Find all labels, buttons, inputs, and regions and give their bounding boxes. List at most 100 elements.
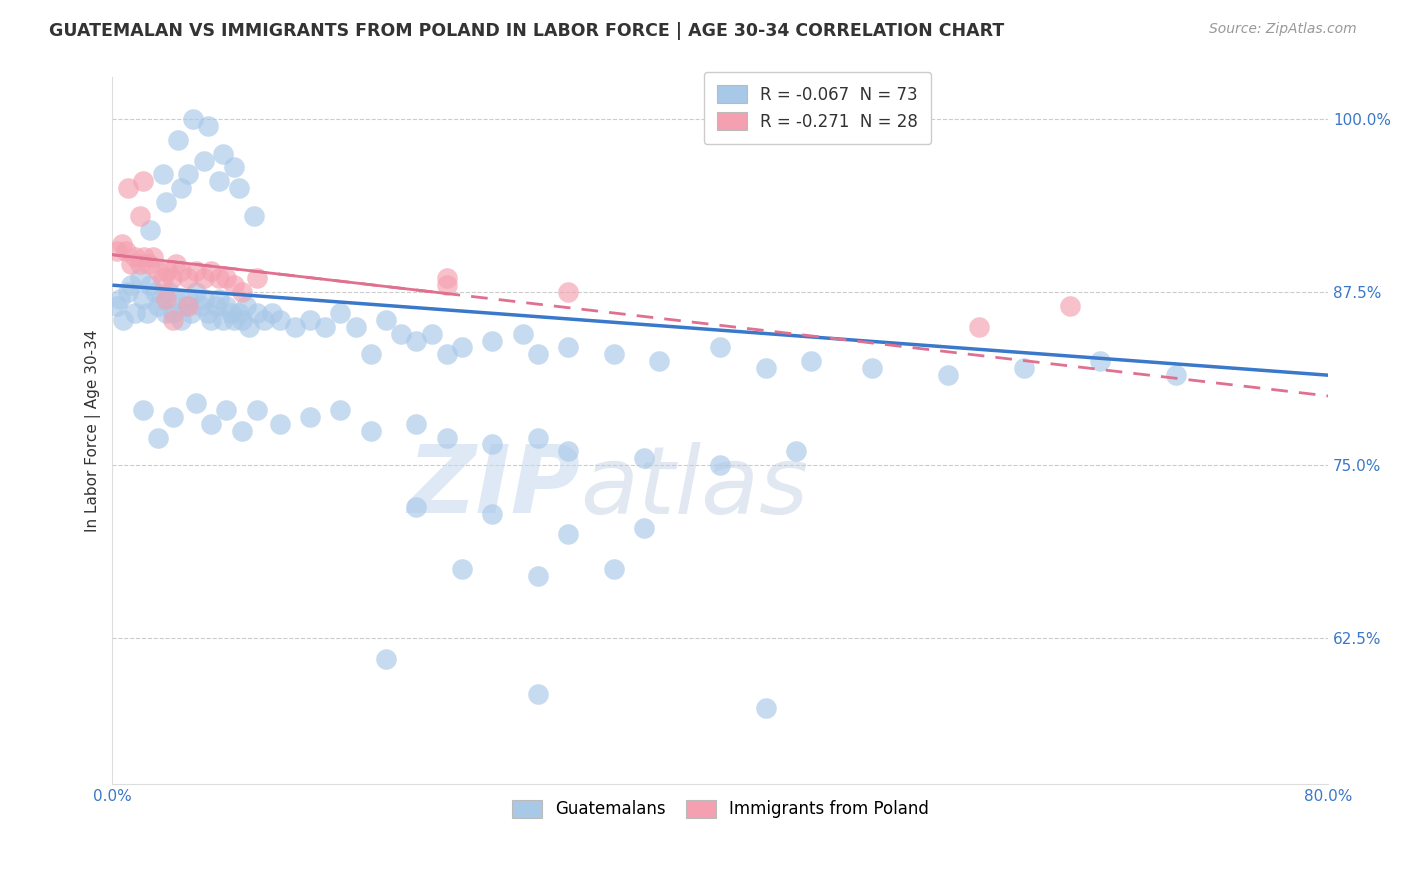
Point (193, 153, 215, 168)
Point (222, 161, 245, 175)
Point (329, 402, 352, 417)
Point (709, 458, 731, 473)
Point (155, 306, 177, 320)
Point (755, 361, 778, 376)
Point (212, 313, 235, 327)
Point (190, 299, 212, 313)
Point (105, 299, 128, 313)
Point (152, 167, 174, 181)
Point (800, 354, 823, 368)
Point (298, 313, 321, 327)
Point (117, 285, 139, 299)
Point (204, 299, 226, 313)
Point (436, 430, 458, 444)
Point (128, 209, 150, 223)
Point (162, 313, 184, 327)
Point (215, 299, 238, 313)
Point (603, 347, 626, 361)
Point (124, 306, 146, 320)
Point (222, 313, 245, 327)
Point (360, 424, 382, 438)
Point (860, 361, 883, 376)
Point (142, 251, 165, 265)
Point (139, 278, 162, 293)
Text: Source: ZipAtlas.com: Source: ZipAtlas.com (1209, 22, 1357, 37)
Point (115, 244, 138, 258)
Point (405, 417, 427, 431)
Point (785, 444, 807, 458)
Point (184, 396, 207, 410)
Point (110, 236, 132, 251)
Point (146, 264, 169, 278)
Point (648, 354, 671, 368)
Point (165, 292, 187, 306)
Point (200, 264, 222, 278)
Point (108, 292, 131, 306)
Point (174, 299, 197, 313)
Point (132, 402, 155, 417)
Point (527, 430, 550, 444)
Point (481, 507, 503, 521)
Point (527, 687, 550, 701)
Point (375, 652, 398, 666)
Point (557, 285, 579, 299)
Point (155, 195, 177, 210)
Point (162, 306, 184, 320)
Text: GUATEMALAN VS IMMIGRANTS FROM POLAND IN LABOR FORCE | AGE 30-34 CORRELATION CHAR: GUATEMALAN VS IMMIGRANTS FROM POLAND IN … (49, 22, 1004, 40)
Point (155, 292, 177, 306)
Point (246, 271, 269, 285)
Point (170, 313, 193, 327)
Point (112, 313, 135, 327)
Point (557, 444, 579, 458)
Point (527, 347, 550, 361)
Point (260, 306, 283, 320)
Point (180, 306, 202, 320)
Point (436, 271, 458, 285)
Point (246, 306, 269, 320)
Point (200, 313, 222, 327)
Point (709, 341, 731, 355)
Point (242, 209, 264, 223)
Point (120, 278, 142, 293)
Point (117, 181, 139, 195)
Point (222, 278, 245, 293)
Point (143, 285, 166, 299)
Point (527, 569, 550, 583)
Point (284, 319, 307, 334)
Point (235, 299, 257, 313)
Point (156, 264, 179, 278)
Point (420, 326, 443, 341)
Point (269, 417, 291, 431)
Point (208, 174, 231, 188)
Point (215, 271, 238, 285)
Point (197, 119, 219, 133)
Point (405, 334, 427, 348)
Point (193, 271, 215, 285)
Point (344, 319, 367, 334)
Point (136, 306, 159, 320)
Point (128, 271, 150, 285)
Point (152, 271, 174, 285)
Point (124, 251, 146, 265)
Point (197, 306, 219, 320)
Point (170, 181, 193, 195)
Point (1088, 354, 1111, 368)
Point (184, 285, 207, 299)
Point (128, 257, 150, 271)
Point (269, 313, 291, 327)
Point (177, 271, 200, 285)
Point (231, 285, 253, 299)
Point (177, 167, 200, 181)
Point (405, 500, 427, 514)
Point (1166, 368, 1188, 383)
Legend: Guatemalans, Immigrants from Poland: Guatemalans, Immigrants from Poland (505, 793, 935, 825)
Point (389, 326, 412, 341)
Point (184, 264, 207, 278)
Point (166, 133, 188, 147)
Point (755, 700, 778, 714)
Point (375, 313, 398, 327)
Point (228, 306, 250, 320)
Point (160, 271, 183, 285)
Point (181, 112, 204, 126)
Point (481, 437, 503, 451)
